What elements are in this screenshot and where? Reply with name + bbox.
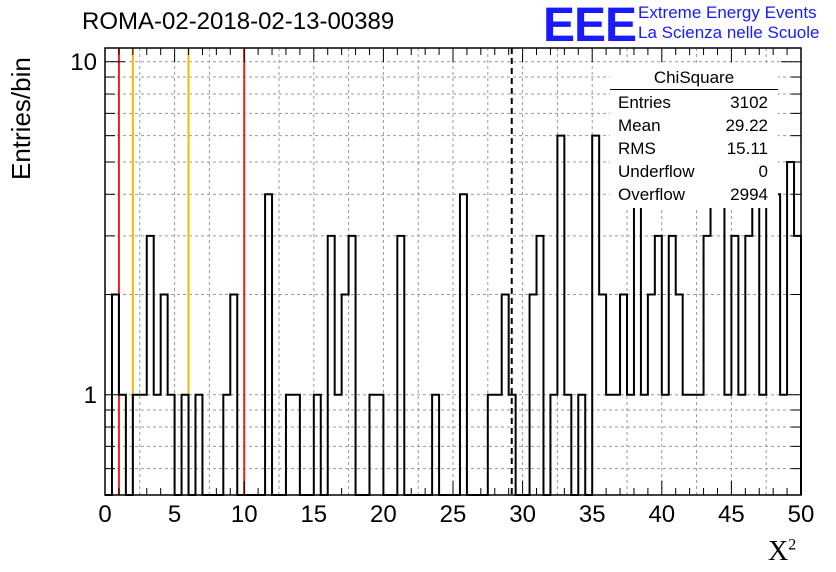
- histogram-bin: [752, 194, 759, 495]
- histogram-bin: [648, 295, 655, 495]
- histogram-bin: [669, 236, 676, 495]
- histogram-bin: [606, 395, 613, 495]
- histogram-bin: [502, 295, 509, 495]
- histogram-bin: [697, 395, 704, 495]
- histogram-bin: [773, 194, 780, 495]
- histogram-bin: [550, 395, 557, 495]
- histogram-bin: [704, 236, 711, 495]
- histogram-bin: [724, 395, 731, 495]
- histogram-bin: [745, 236, 752, 495]
- axes: 0 5 10 15 20 25 30 35 40 45 50 1 10: [70, 47, 815, 528]
- histogram-bin: [634, 162, 641, 495]
- histogram-bin: [286, 395, 293, 495]
- x-tick-label: 40: [648, 501, 675, 528]
- histogram-bin: [488, 395, 495, 495]
- y-tick-label: 1: [84, 382, 97, 409]
- histogram-bin: [655, 236, 662, 495]
- histogram-bin: [182, 395, 189, 495]
- y-tick-label: 10: [70, 49, 97, 76]
- histogram-bin: [578, 395, 585, 495]
- histogram-bin: [759, 395, 766, 495]
- histogram-bin: [592, 136, 599, 495]
- histogram-bin: [293, 395, 300, 495]
- eee-logo-mark: EEE: [543, 0, 637, 52]
- histogram-bin: [731, 236, 738, 495]
- x-tick-label: 50: [788, 501, 815, 528]
- histogram-bin: [230, 295, 237, 495]
- histogram-bin: [509, 395, 516, 495]
- histogram-bin: [794, 236, 801, 495]
- y-axis-label: Entries/bin: [6, 57, 36, 180]
- histogram-bin: [335, 395, 342, 495]
- histogram-bin: [369, 395, 376, 495]
- histogram-bin: [376, 395, 383, 495]
- histogram-bin: [537, 236, 544, 495]
- eee-logo-line2: La Scienza nelle Scuole: [638, 23, 820, 42]
- x-tick-label: 45: [718, 501, 745, 528]
- stats-title-underline: [610, 89, 778, 90]
- histogram-bin: [328, 236, 335, 495]
- histogram-bin: [780, 395, 787, 495]
- x-tick-label: 30: [509, 501, 536, 528]
- histogram-bin: [690, 395, 697, 495]
- histogram-bin: [168, 395, 175, 495]
- stats-title: ChiSquare: [653, 68, 735, 87]
- histogram-bin: [613, 395, 620, 495]
- histogram-bin: [495, 395, 502, 495]
- x-tick-label: 15: [300, 501, 327, 528]
- histogram-bin: [223, 395, 230, 495]
- x-tick-label: 10: [231, 501, 258, 528]
- chart-title: ROMA-02-2018-02-13-00389: [82, 8, 395, 35]
- x-tick-label: 5: [168, 501, 181, 528]
- histogram-bin: [349, 236, 356, 495]
- histogram-bin: [564, 395, 571, 495]
- histogram-bin: [766, 162, 773, 495]
- histogram-bin: [530, 295, 537, 495]
- eee-logo-line1: Extreme Energy Events: [638, 3, 817, 22]
- reference-lines: [117, 48, 513, 495]
- histogram-bin: [432, 395, 439, 495]
- histogram-bin: [314, 395, 321, 495]
- histogram-bin: [641, 395, 648, 495]
- histogram-bin: [342, 295, 349, 495]
- histogram-bin: [154, 395, 161, 495]
- histogram-bin: [460, 194, 467, 495]
- histogram-bin: [599, 295, 606, 495]
- x-tick-label: 35: [579, 501, 606, 528]
- histogram-bin: [787, 162, 794, 495]
- histogram-bin: [557, 136, 564, 495]
- histogram-bin: [147, 236, 154, 495]
- histogram-bin: [738, 395, 745, 495]
- histogram-bin: [397, 236, 404, 495]
- histogram-bin: [195, 395, 202, 495]
- histogram-bin: [119, 395, 126, 495]
- x-axis-label: X2: [768, 536, 797, 567]
- histogram-bin: [133, 395, 140, 495]
- histogram-bin: [662, 395, 669, 495]
- histogram-bin: [265, 194, 272, 495]
- stats-box: ChiSquare Entries 3102 Mean 29.22 RMS 15.11…: [610, 66, 778, 208]
- histogram-bin: [140, 395, 147, 495]
- histogram-bin: [627, 395, 634, 495]
- histogram-bin: [676, 295, 683, 495]
- x-tick-label: 0: [98, 501, 111, 528]
- x-tick-label: 25: [440, 501, 467, 528]
- x-tick-label: 20: [370, 501, 397, 528]
- histogram-bin: [161, 295, 168, 495]
- histogram-bin: [683, 395, 690, 495]
- histogram-bin: [711, 162, 718, 495]
- histogram-bin: [620, 295, 627, 495]
